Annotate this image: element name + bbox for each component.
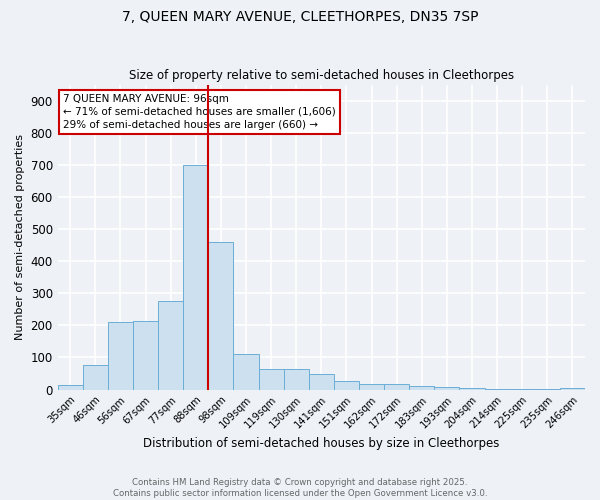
Bar bbox=[485, 389, 509, 390]
Bar bbox=[334, 381, 359, 390]
Bar bbox=[560, 388, 585, 390]
Title: Size of property relative to semi-detached houses in Cleethorpes: Size of property relative to semi-detach… bbox=[129, 69, 514, 82]
Bar bbox=[208, 242, 233, 390]
Bar bbox=[108, 322, 133, 390]
Text: 7 QUEEN MARY AVENUE: 96sqm
← 71% of semi-detached houses are smaller (1,606)
29%: 7 QUEEN MARY AVENUE: 96sqm ← 71% of semi… bbox=[63, 94, 335, 130]
Bar bbox=[409, 386, 434, 390]
Bar bbox=[284, 370, 309, 390]
Bar bbox=[434, 387, 460, 390]
Bar bbox=[233, 354, 259, 390]
Bar bbox=[133, 321, 158, 390]
Bar bbox=[183, 165, 208, 390]
Bar bbox=[58, 386, 83, 390]
Bar bbox=[83, 366, 108, 390]
Bar bbox=[359, 384, 384, 390]
Bar bbox=[158, 302, 183, 390]
Bar bbox=[259, 370, 284, 390]
Text: Contains HM Land Registry data © Crown copyright and database right 2025.
Contai: Contains HM Land Registry data © Crown c… bbox=[113, 478, 487, 498]
Bar bbox=[384, 384, 409, 390]
Bar bbox=[509, 389, 535, 390]
Bar bbox=[460, 388, 485, 390]
Y-axis label: Number of semi-detached properties: Number of semi-detached properties bbox=[15, 134, 25, 340]
X-axis label: Distribution of semi-detached houses by size in Cleethorpes: Distribution of semi-detached houses by … bbox=[143, 437, 500, 450]
Bar bbox=[309, 374, 334, 390]
Text: 7, QUEEN MARY AVENUE, CLEETHORPES, DN35 7SP: 7, QUEEN MARY AVENUE, CLEETHORPES, DN35 … bbox=[122, 10, 478, 24]
